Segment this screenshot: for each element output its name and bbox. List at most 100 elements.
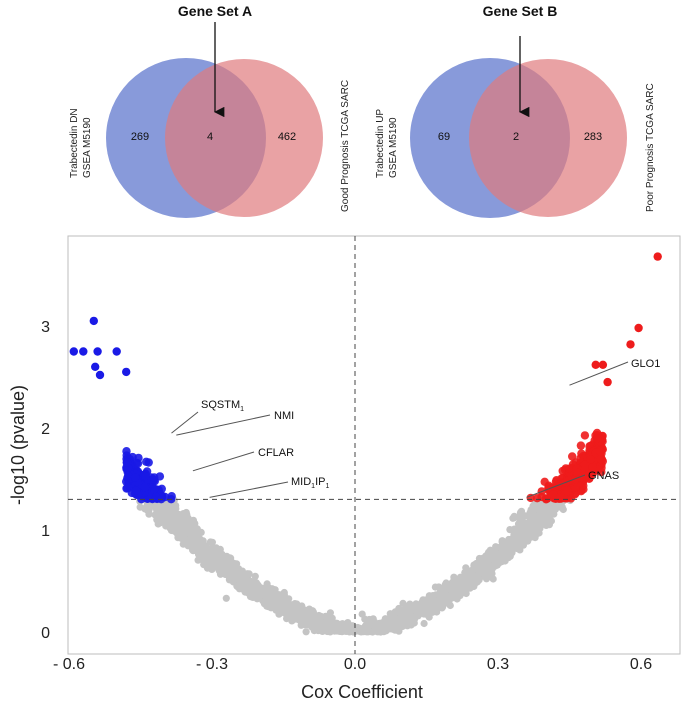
nonsignificant-point bbox=[412, 600, 420, 608]
nonsignificant-point bbox=[510, 534, 519, 542]
gene-label-mid1ip1: MID1IP1 bbox=[291, 476, 329, 490]
nonsignificant-point bbox=[431, 583, 439, 591]
negative-extreme-point bbox=[89, 316, 99, 326]
nonsignificant-point bbox=[192, 540, 200, 548]
nonsignificant-point bbox=[362, 628, 370, 636]
nonsignificant-point bbox=[426, 594, 434, 603]
nonsignificant-point bbox=[364, 619, 372, 627]
positive-extreme-point bbox=[603, 377, 612, 387]
y-axis-ticks: 0 1 2 3 bbox=[41, 319, 50, 642]
nonsignificant-point bbox=[222, 594, 230, 602]
positive-significant-point bbox=[592, 434, 602, 443]
nonsignificant-points bbox=[136, 495, 574, 636]
positive-significant-point bbox=[588, 462, 597, 472]
nonsignificant-point bbox=[475, 566, 483, 574]
nonsignificant-point bbox=[212, 560, 220, 568]
nonsignificant-point bbox=[208, 538, 216, 546]
positive-significant-point bbox=[541, 494, 551, 503]
nonsignificant-point bbox=[428, 605, 436, 613]
nonsignificant-point bbox=[176, 515, 184, 523]
nonsignificant-point bbox=[518, 534, 526, 542]
nonsignificant-point bbox=[480, 565, 488, 574]
nonsignificant-point bbox=[245, 577, 253, 585]
nonsignificant-point bbox=[229, 576, 237, 584]
positive-significant-point bbox=[568, 452, 577, 461]
venn-a-left-label-2: GSEA M5190 bbox=[82, 117, 93, 178]
nonsignificant-point bbox=[305, 605, 313, 613]
venn-b-overlap-count: 2 bbox=[513, 131, 519, 143]
x-tick-label: 0.6 bbox=[630, 656, 652, 673]
x-axis-ticks: - 0.6 - 0.3 0.0 0.3 0.6 bbox=[53, 656, 652, 673]
nonsignificant-point bbox=[516, 546, 524, 554]
nonsignificant-point bbox=[172, 502, 180, 510]
nonsignificant-point bbox=[413, 611, 421, 619]
nonsignificant-point bbox=[274, 604, 282, 612]
negative-significant-point bbox=[141, 472, 150, 481]
nonsignificant-point bbox=[420, 619, 428, 628]
nonsignificant-point bbox=[399, 599, 407, 608]
nonsignificant-point bbox=[298, 613, 306, 622]
negative-extreme-point bbox=[91, 362, 100, 371]
nonsignificant-point bbox=[306, 616, 314, 624]
negative-extreme-point bbox=[122, 367, 131, 377]
y-tick-label: 3 bbox=[41, 319, 50, 336]
nonsignificant-point bbox=[299, 620, 307, 628]
nonsignificant-point bbox=[453, 595, 461, 603]
gene-label-nmi: NMI bbox=[274, 410, 294, 422]
nonsignificant-point bbox=[552, 504, 560, 512]
nonsignificant-point bbox=[233, 582, 241, 590]
positive-significant-point bbox=[563, 487, 572, 496]
negative-significant-point bbox=[122, 457, 132, 467]
nonsignificant-point bbox=[523, 512, 531, 520]
nonsignificant-point bbox=[284, 606, 292, 614]
venn-b-right-count: 283 bbox=[584, 131, 602, 143]
nonsignificant-point bbox=[460, 586, 468, 594]
negative-significant-point bbox=[130, 473, 140, 482]
nonsignificant-point bbox=[205, 555, 213, 564]
significant-points bbox=[69, 252, 662, 504]
leader-line-gnas bbox=[526, 474, 586, 498]
nonsignificant-point bbox=[521, 527, 529, 535]
negative-significant-point bbox=[142, 457, 151, 466]
nonsignificant-point bbox=[538, 511, 546, 519]
nonsignificant-point bbox=[498, 545, 506, 553]
positive-extreme-point bbox=[598, 360, 608, 369]
nonsignificant-point bbox=[208, 565, 216, 574]
y-axis-title: -log10 (pvalue) bbox=[8, 385, 28, 505]
negative-significant-point bbox=[123, 471, 133, 480]
nonsignificant-point bbox=[258, 585, 266, 594]
venn-b-left-count: 69 bbox=[438, 131, 450, 143]
venn-b-left-label-1: Trabectedin UP bbox=[375, 109, 386, 178]
nonsignificant-point bbox=[152, 511, 160, 519]
venn-b-title: Gene Set B bbox=[483, 3, 558, 19]
y-tick-label: 0 bbox=[41, 625, 50, 642]
nonsignificant-point bbox=[338, 627, 346, 636]
positive-extreme-point bbox=[626, 340, 635, 349]
volcano-plot: SQSTM1 NMI CFLAR MID1IP1 GLO1 GNAS 0123 … bbox=[8, 235, 681, 702]
leader-line-glo1 bbox=[569, 361, 629, 386]
negative-extreme-point bbox=[93, 347, 102, 356]
gene-label-glo1: GLO1 bbox=[631, 358, 660, 370]
nonsignificant-point bbox=[186, 521, 194, 529]
positive-significant-point bbox=[586, 455, 595, 464]
positive-extreme-point bbox=[634, 323, 643, 333]
nonsignificant-point bbox=[159, 504, 167, 512]
venn-diagram-a: Gene Set A 269 4 462 Trabectedin DN GSEA… bbox=[69, 3, 351, 218]
venn-a-left-label-1: Trabectedin DN bbox=[69, 108, 80, 178]
nonsignificant-point bbox=[462, 574, 470, 582]
positive-extreme-point bbox=[653, 252, 662, 261]
nonsignificant-point bbox=[251, 572, 259, 580]
nonsignificant-point bbox=[272, 596, 280, 604]
venn-a-title: Gene Set A bbox=[178, 3, 252, 19]
nonsignificant-point bbox=[182, 510, 190, 519]
nonsignificant-point bbox=[504, 554, 512, 562]
nonsignificant-point bbox=[349, 628, 357, 636]
nonsignificant-point bbox=[293, 605, 301, 613]
negative-significant-point bbox=[133, 459, 143, 468]
negative-extreme-point bbox=[69, 347, 79, 356]
nonsignificant-point bbox=[482, 575, 491, 583]
venn-a-right-count: 462 bbox=[278, 131, 296, 143]
nonsignificant-point bbox=[280, 588, 288, 597]
nonsignificant-point bbox=[167, 526, 176, 535]
nonsignificant-point bbox=[174, 534, 182, 542]
